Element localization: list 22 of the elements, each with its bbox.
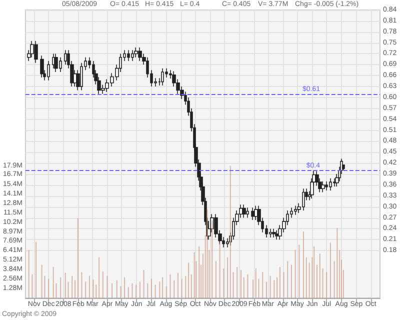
candlestick — [54, 53, 58, 72]
candlestick — [138, 47, 142, 62]
candlestick — [52, 53, 55, 69]
candlestick — [134, 47, 138, 58]
candlestick — [242, 204, 246, 218]
candlestick — [40, 55, 44, 78]
candlestick — [294, 205, 297, 216]
candlestick — [161, 68, 164, 86]
candlestick — [246, 207, 249, 218]
candlestick — [47, 60, 50, 81]
candlestick — [321, 180, 325, 193]
candlestick — [333, 178, 336, 187]
candlestick — [226, 238, 229, 248]
candlestick — [272, 228, 276, 238]
candlestick — [269, 228, 272, 238]
candlestick — [127, 50, 130, 62]
candlestick — [329, 178, 332, 191]
candlestick — [325, 180, 328, 191]
candlestick — [251, 207, 255, 220]
candlestick — [34, 40, 38, 64]
candlestick — [131, 50, 134, 62]
candlestick — [64, 50, 67, 66]
